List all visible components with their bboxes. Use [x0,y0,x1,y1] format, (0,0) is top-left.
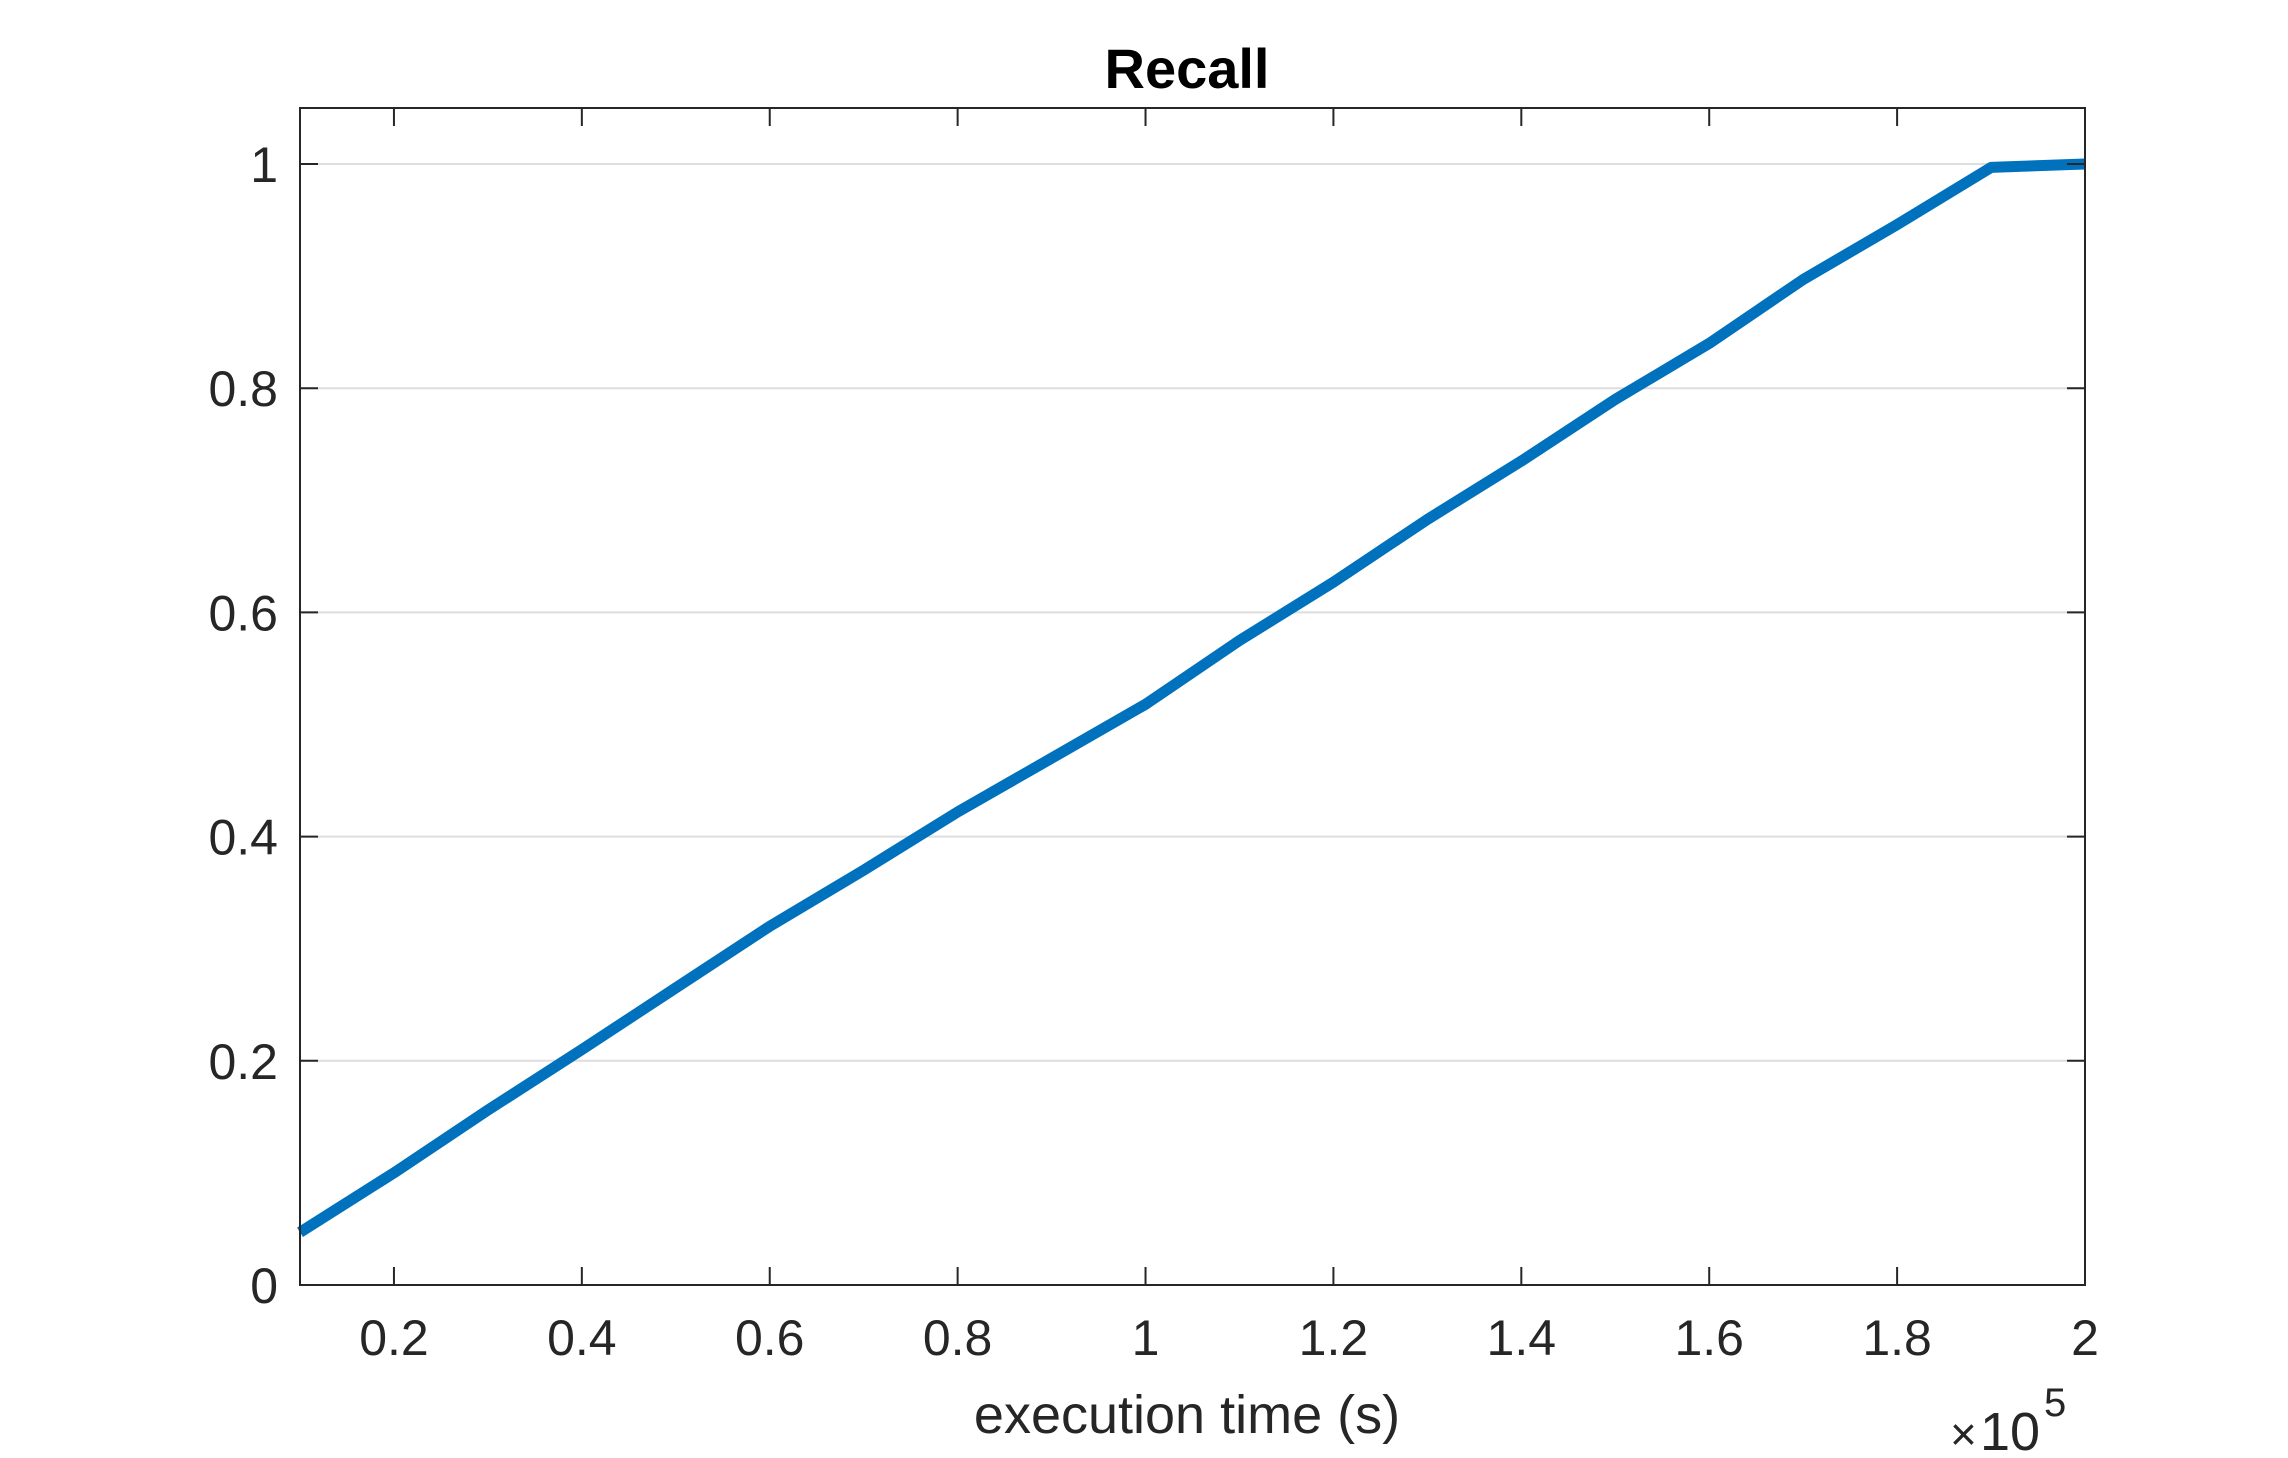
data-point-0-8 [1051,757,1053,759]
x-tick-label: 1 [1132,1310,1160,1366]
data-point-0-7 [957,811,959,813]
x-tick-label: 2 [2071,1310,2099,1366]
x-tick-label: 0.2 [359,1310,429,1366]
y-tick-label: 0.4 [208,810,278,866]
x-tick-label: 1.4 [1487,1310,1557,1366]
data-point-0-3 [581,1049,583,1051]
data-point-0-16 [1802,279,1804,281]
x-exponent-times: × [1950,1408,1977,1458]
axis-ticks [300,108,2086,1286]
x-tick-label: 1.6 [1674,1310,1744,1366]
x-tick-label: 0.6 [735,1310,805,1366]
x-exponent-power: 5 [2044,1381,2066,1425]
x-tick-label: 0.8 [923,1310,993,1366]
x-tick-label: 0.4 [547,1310,617,1366]
data-point-0-11 [1332,581,1334,583]
y-tick-label: 0 [250,1258,278,1314]
data-point-0-13 [1520,460,1522,462]
x-tick-label: 1.2 [1299,1310,1369,1366]
data-point-0-14 [1614,398,1616,400]
data-point-0-15 [1708,342,1710,344]
data-point-0-6 [863,869,865,871]
data-point-0-17 [1896,224,1898,226]
x-tick-label: 1.8 [1862,1310,1932,1366]
data-point-0-1 [393,1172,395,1174]
data-point-0-9 [1145,703,1147,705]
y-tick-label: 0.6 [208,585,278,641]
x-axis-label: execution time (s) [974,1385,1400,1445]
data-point-0-2 [487,1109,489,1111]
series-layer [297,158,2086,1237]
grid-lines [300,163,2085,1062]
data-point-0-18 [1990,166,1992,168]
data-point-0-5 [769,925,771,927]
data-point-0-10 [1238,639,1240,641]
y-tick-label: 0.8 [208,361,278,417]
y-tick-labels: 0 0.2 0.4 0.6 0.8 1 [208,137,278,1314]
x-exponent-base: 10 [1980,1402,2040,1458]
x-tick-labels: 0.2 0.4 0.6 0.8 1 1.2 1.4 1.6 1.8 2 [359,1310,2099,1366]
series-line-0 [297,158,2086,1237]
y-tick-label: 0.2 [208,1034,278,1090]
plot-area-frame [299,107,2086,1286]
x-axis-exponent: × 10 5 [1950,1381,2066,1458]
chart-title: Recall [1105,37,1270,100]
data-point-0-4 [675,987,677,989]
y-tick-label: 1 [250,137,278,193]
data-point-0-12 [1426,518,1428,520]
